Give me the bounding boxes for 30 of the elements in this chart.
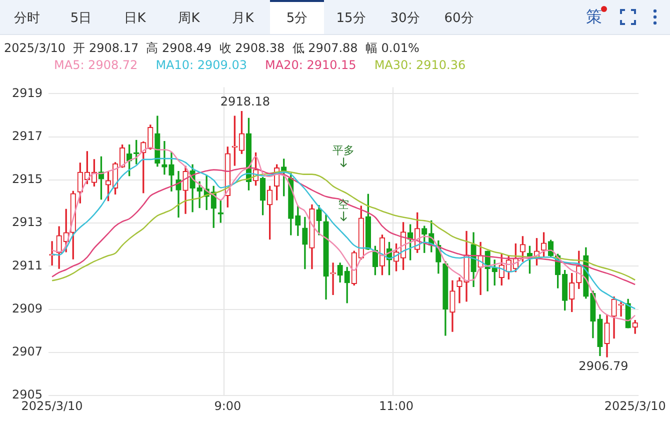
y-tick-label: 2915 [12,172,43,186]
candlestick [162,141,168,175]
text: 5分 [270,0,324,34]
text: 分时 [13,10,41,28]
text: MA20: 2910.15 [265,58,356,74]
text: 月K [231,10,255,28]
text: MA5: 2908.72 [54,58,138,74]
text: 60分 [443,10,475,28]
y-tick-label: 2911 [12,258,43,272]
y-tick-label: 2907 [12,344,43,359]
text: MA30: 2910.36 [374,58,466,74]
annotation: 平多 [332,144,355,157]
text: MA10: 2909.03 [156,58,247,74]
text: 30分 [389,10,421,28]
chart-subtitle: 2025/3/10 开 2908.17 高 2908.49 收 2908.38 低 2907.88 幅 0.01% [3,40,420,57]
text: 策 [586,7,602,28]
y-tick-label: 2917 [12,128,43,143]
y-tick-label: 2909 [12,301,43,316]
annotation: 2906.79 [578,359,628,374]
x-tick-label: 9:00 [214,398,242,413]
annotation: 2918.18 [220,94,270,108]
text: 5日 [69,10,93,28]
y-tick-label: 2919 [12,86,43,100]
x-tick-label: 11:00 [378,398,414,413]
y-tick-label: 2913 [12,215,43,230]
text: 周K [177,10,201,28]
annotation: 空 [338,198,350,211]
text: 15分 [335,10,367,28]
text: 日K [123,10,147,28]
x-tick-label: 2025/3/10 [604,398,666,413]
